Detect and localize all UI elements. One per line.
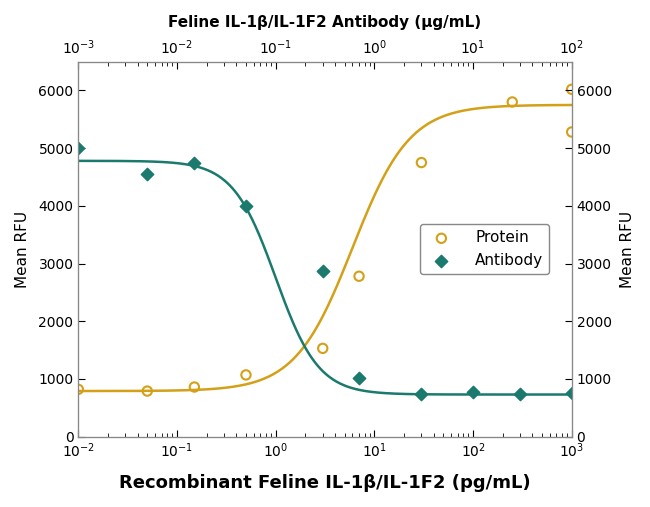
Protein [354, 272, 364, 280]
Legend: Protein, Antibody: Protein, Antibody [420, 224, 549, 274]
Protein [567, 85, 577, 93]
Antibody [240, 202, 251, 210]
Antibody [189, 159, 200, 167]
Antibody [318, 267, 328, 275]
Y-axis label: Mean RFU: Mean RFU [15, 210, 30, 287]
Protein [318, 344, 328, 352]
Y-axis label: Mean RFU: Mean RFU [620, 210, 635, 287]
X-axis label: Recombinant Feline IL-1β/IL-1F2 (pg/mL): Recombinant Feline IL-1β/IL-1F2 (pg/mL) [119, 474, 531, 492]
Protein [240, 371, 251, 379]
Protein [416, 159, 426, 167]
X-axis label: Feline IL-1β/IL-1F2 Antibody (μg/mL): Feline IL-1β/IL-1F2 Antibody (μg/mL) [168, 15, 482, 30]
Point [567, 128, 577, 136]
Antibody [567, 389, 577, 397]
Antibody [416, 390, 426, 398]
Antibody [142, 169, 153, 177]
Antibody [468, 387, 478, 395]
Protein [507, 98, 517, 106]
Antibody [515, 390, 525, 398]
Protein [73, 385, 83, 393]
Antibody [73, 144, 83, 152]
Protein [142, 387, 153, 395]
Antibody [354, 374, 364, 382]
Protein [189, 383, 200, 391]
